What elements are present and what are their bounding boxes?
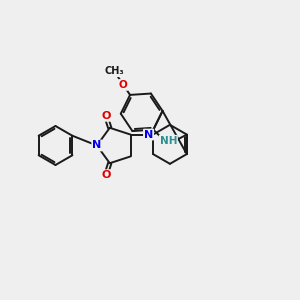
Text: O: O	[119, 80, 128, 90]
Text: NH: NH	[160, 136, 177, 146]
Text: CH₃: CH₃	[105, 67, 124, 76]
Text: N: N	[144, 130, 153, 140]
Text: N: N	[92, 140, 101, 151]
Text: O: O	[101, 170, 110, 180]
Text: O: O	[101, 111, 110, 121]
